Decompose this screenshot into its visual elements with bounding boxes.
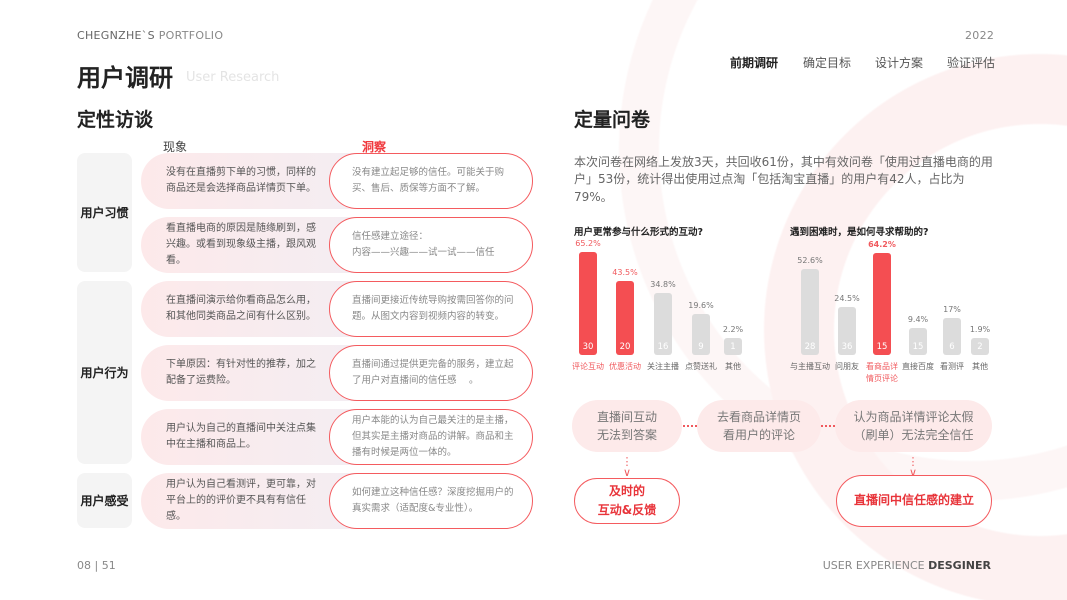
chart1-bar [692, 314, 710, 355]
insight-text: 如何建立这种信任感？深度挖掘用户的真实需求（适配度&专业性）。 [329, 473, 533, 529]
chart1-count-label: 30 [582, 342, 594, 352]
survey-description: 本次问卷在网络上发放3天，共回收61份，其中有效问卷「使用过直播电商的用户」53… [574, 155, 993, 204]
flow-step-3: 认为商品详情评论太假 （刷单）无法完全信任 [835, 400, 992, 452]
chart2-bar [838, 307, 856, 355]
chart2-category-label: 看测评 [940, 362, 964, 371]
chart1-bar [724, 337, 742, 355]
role: USER EXPERIENCE DESGINER [823, 559, 991, 572]
chart1-count-label: 9 [698, 342, 704, 352]
brand-bold: CHEGNZHE`S [77, 29, 155, 42]
nav-item-design[interactable]: 设计方案 [875, 56, 924, 70]
chart2-count-label: 36 [841, 342, 853, 352]
phenomenon-text: 看直播电商的原因是随缘刷到，感兴趣。或看到现象级主播，跟风观看。 [166, 223, 316, 266]
insight-text: 信任感建立途径： 内容——兴趣——试一试——信任 [329, 217, 533, 273]
chart2-count-label: 15 [876, 342, 888, 352]
chart1-bar [616, 281, 634, 355]
chart1-percent-label: 34.8% [650, 280, 676, 290]
role-bold: DESGINER [928, 559, 991, 572]
chart1-title: 用户更常参与什么形式的互动? [574, 227, 704, 238]
chart1-percent-label: 19.6% [688, 301, 714, 311]
chart1-percent-label: 65.2% [575, 238, 601, 248]
category-habit: 用户习惯 [77, 153, 132, 272]
chart2-bar [943, 317, 961, 355]
chart2-count-label: 6 [949, 342, 955, 352]
category-feeling: 用户感受 [77, 473, 132, 528]
chart1-count-label: 1 [730, 342, 736, 352]
chart1-percent-label: 2.2% [722, 324, 744, 334]
chart1-category-label: 优惠活动 [609, 362, 641, 371]
chart2-percent-label: 9.4% [907, 315, 929, 325]
chart1-category-label: 关注主播 [647, 362, 679, 371]
insight-text: 没有建立起足够的信任。可能关于购买、售后、质保等方面不了解。 [329, 153, 533, 209]
phenomenon-text: 用户认为自己的直播间中关注点集中在主播和商品上。 [166, 423, 316, 450]
chart2-count-label: 2 [977, 342, 983, 352]
outcome-feedback: 及时的 互动&反馈 [574, 478, 680, 524]
column-insight: 洞察 [362, 140, 387, 154]
chart2-title: 遇到困难时，是如何寻求帮助的? [790, 227, 929, 238]
total-pages: 51 [101, 559, 116, 572]
brand: CHEGNZHE`S PORTFOLIO [77, 29, 223, 42]
quantitative-title: 定量问卷 [574, 109, 651, 131]
year: 2022 [965, 29, 995, 42]
chart2-count-label: 15 [912, 342, 924, 352]
chart2-percent-label: 1.9% [969, 325, 991, 335]
chart2-category-label: 其他 [972, 362, 988, 371]
chart2-percent-label: 17% [943, 304, 961, 314]
chart2-bar [873, 253, 891, 355]
chart1-percent-label: 43.5% [612, 268, 638, 278]
phenomenon-text: 用户认为自己看测评，更可靠，对平台上的的评价更不具有有信任感。 [166, 479, 316, 522]
title-watermark: User Research [186, 70, 280, 85]
chart2-bar [909, 328, 927, 355]
insight-text: 直播间更接近传统导购按需回答你的问题。从图文内容到视频内容的转变。 [329, 281, 533, 337]
nav-item-research[interactable]: 前期调研 [730, 56, 779, 70]
nav-item-goals[interactable]: 确定目标 [803, 56, 852, 70]
chart1-category-label: 点赞送礼 [685, 362, 717, 371]
chart2-percent-label: 52.6% [797, 255, 823, 265]
chart2-category-label: 与主播互动 [790, 362, 830, 371]
chart2-bar [801, 268, 819, 355]
chart1-bar [579, 251, 597, 355]
flow-connector [821, 425, 835, 427]
chart1-count-label: 20 [619, 342, 631, 352]
chart2-bar [971, 338, 989, 355]
outcome-trust: 直播间中信任感的建立 [836, 475, 992, 527]
insight-text: 直播间通过提供更完备的服务，建立起了用户对直播间的信任感 。 [329, 345, 533, 401]
arrow-down-icon: ⋮ ∨ [621, 455, 633, 479]
chart1-category-label: 评论互动 [572, 362, 604, 371]
flow-step-1: 直播间互动 无法到答案 [572, 400, 682, 452]
chart1-category-label: 其他 [725, 362, 741, 371]
arrow-down-icon: ⋮ ∨ [907, 455, 919, 479]
current-page: 08 [77, 559, 91, 572]
chart2-category-label: 直接百度 [902, 362, 934, 371]
flow-connector [683, 425, 697, 427]
nav-item-validate[interactable]: 验证评估 [947, 56, 996, 70]
insight-text: 用户本能的认为自己最关注的是主播，但其实是主播对商品的讲解。商品和主播有时候是两… [329, 409, 533, 465]
chart2-count-label: 28 [804, 342, 816, 352]
page-title: 用户调研 [77, 64, 173, 92]
chart2-percent-label: 64.2% [868, 240, 896, 250]
flow-step-2: 去看商品详情页 看用户的评论 [697, 400, 821, 452]
phenomenon-text: 下单原因：有针对性的推荐，加之配备了运费险。 [166, 359, 316, 386]
page-number: 08 | 51 [77, 559, 116, 572]
role-light: USER EXPERIENCE [822, 559, 925, 572]
chart2-category-label: 问朋友 [835, 362, 859, 371]
qualitative-title: 定性访谈 [77, 109, 154, 131]
category-behavior: 用户行为 [77, 281, 132, 464]
chart1-bar [654, 293, 672, 355]
phenomenon-text: 没有在直播剪下单的习惯，同样的商品还是会选择商品详情页下单。 [166, 167, 316, 194]
chart2-category-label: 看商品详 情页评论 [866, 362, 898, 383]
chart2-percent-label: 24.5% [834, 294, 860, 304]
column-phenomenon: 现象 [163, 140, 188, 154]
phenomenon-text: 在直播间演示给你看商品怎么用，和其他同类商品之间有什么区别。 [166, 295, 316, 322]
brand-light: PORTFOLIO [158, 29, 224, 42]
chart1-count-label: 16 [657, 342, 669, 352]
